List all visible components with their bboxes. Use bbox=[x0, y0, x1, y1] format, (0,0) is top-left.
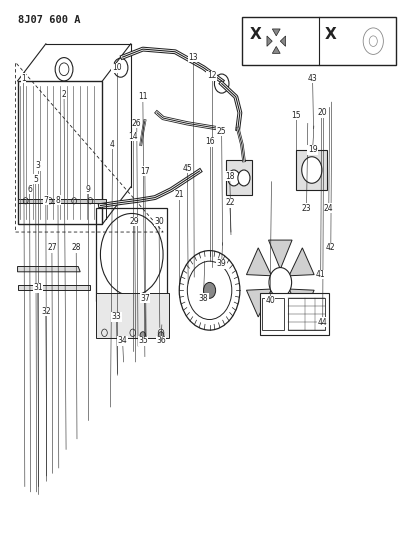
Text: 24: 24 bbox=[324, 204, 334, 213]
Text: 8J07 600 A: 8J07 600 A bbox=[18, 15, 80, 25]
Polygon shape bbox=[247, 289, 271, 317]
Polygon shape bbox=[18, 285, 90, 290]
Circle shape bbox=[269, 268, 292, 297]
Circle shape bbox=[158, 332, 164, 339]
Text: 45: 45 bbox=[182, 164, 192, 173]
Text: 37: 37 bbox=[140, 294, 150, 303]
Text: 11: 11 bbox=[138, 92, 148, 101]
Text: 25: 25 bbox=[217, 127, 227, 136]
Polygon shape bbox=[267, 36, 272, 46]
Text: 29: 29 bbox=[130, 217, 140, 226]
Text: X: X bbox=[250, 27, 262, 42]
Bar bbox=[242, 17, 396, 65]
Text: 27: 27 bbox=[47, 244, 57, 253]
Polygon shape bbox=[247, 248, 271, 276]
Circle shape bbox=[140, 332, 146, 339]
Text: 36: 36 bbox=[156, 336, 166, 345]
Text: 41: 41 bbox=[316, 270, 326, 279]
Circle shape bbox=[238, 170, 250, 186]
Text: X: X bbox=[325, 27, 337, 42]
Polygon shape bbox=[269, 240, 292, 269]
Polygon shape bbox=[280, 36, 286, 46]
Polygon shape bbox=[18, 266, 80, 272]
Bar bbox=[260, 293, 329, 335]
Text: 14: 14 bbox=[128, 132, 138, 141]
Bar bbox=[96, 208, 167, 301]
Text: 44: 44 bbox=[318, 318, 328, 327]
Polygon shape bbox=[289, 248, 314, 276]
Text: 4: 4 bbox=[110, 140, 115, 149]
Text: 16: 16 bbox=[205, 138, 214, 147]
Text: 8: 8 bbox=[56, 196, 60, 205]
Text: 22: 22 bbox=[225, 198, 234, 207]
Text: 33: 33 bbox=[112, 312, 121, 321]
Text: 2: 2 bbox=[62, 90, 66, 99]
Text: 39: 39 bbox=[217, 260, 227, 268]
Circle shape bbox=[204, 282, 216, 298]
Text: 38: 38 bbox=[199, 294, 208, 303]
Text: 31: 31 bbox=[33, 283, 43, 292]
Bar bbox=[289, 298, 325, 330]
Bar bbox=[226, 160, 252, 195]
Text: 28: 28 bbox=[71, 244, 81, 253]
Bar bbox=[296, 150, 327, 190]
Text: 15: 15 bbox=[292, 111, 301, 120]
Text: 40: 40 bbox=[265, 296, 275, 305]
Text: 21: 21 bbox=[175, 190, 184, 199]
Text: 5: 5 bbox=[33, 174, 38, 183]
Text: 20: 20 bbox=[318, 108, 328, 117]
Text: 35: 35 bbox=[138, 336, 148, 345]
Bar bbox=[18, 199, 107, 203]
Text: 42: 42 bbox=[326, 244, 336, 253]
Text: 26: 26 bbox=[132, 119, 142, 128]
Text: 13: 13 bbox=[188, 53, 198, 62]
Text: 23: 23 bbox=[302, 204, 311, 213]
Text: 7: 7 bbox=[44, 196, 48, 205]
Bar bbox=[262, 298, 284, 330]
Text: 10: 10 bbox=[112, 63, 121, 72]
Polygon shape bbox=[272, 46, 280, 53]
Circle shape bbox=[114, 58, 128, 77]
Bar bbox=[18, 81, 103, 224]
Text: 19: 19 bbox=[308, 146, 317, 155]
Polygon shape bbox=[272, 29, 280, 36]
Text: 12: 12 bbox=[207, 71, 217, 80]
Text: 30: 30 bbox=[154, 217, 164, 226]
Polygon shape bbox=[269, 296, 292, 325]
Circle shape bbox=[214, 74, 229, 93]
Text: 9: 9 bbox=[86, 185, 91, 194]
Text: 6: 6 bbox=[27, 185, 32, 194]
Text: 17: 17 bbox=[140, 166, 150, 175]
Polygon shape bbox=[289, 289, 314, 317]
Text: 32: 32 bbox=[41, 307, 50, 316]
Circle shape bbox=[302, 157, 322, 183]
Text: 3: 3 bbox=[35, 161, 40, 170]
Text: 18: 18 bbox=[225, 172, 234, 181]
Text: 43: 43 bbox=[308, 74, 317, 83]
Text: 34: 34 bbox=[118, 336, 127, 345]
Bar bbox=[96, 293, 169, 338]
Text: 1: 1 bbox=[21, 74, 26, 83]
Circle shape bbox=[228, 170, 240, 186]
